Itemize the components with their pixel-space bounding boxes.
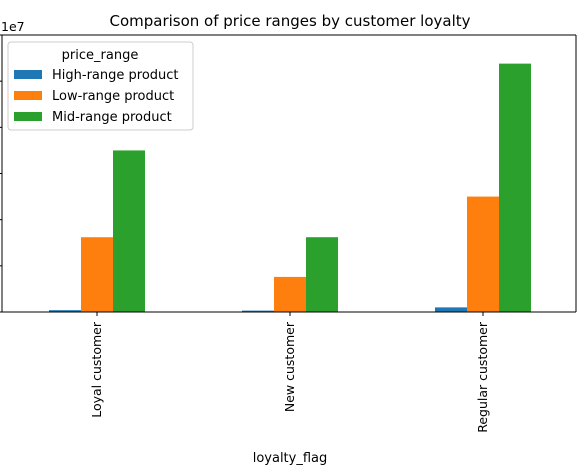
bar-high-range-product-0	[49, 310, 81, 312]
bar-mid-range-product-2	[499, 63, 531, 312]
bar-mid-range-product-0	[113, 150, 145, 312]
bar-high-range-product-2	[435, 307, 467, 312]
bar-low-range-product-0	[81, 237, 113, 312]
x-tick-label-1: New customer	[282, 321, 297, 412]
x-tick-label-0: Loyal customer	[89, 321, 104, 418]
legend: price_range High-range product Low-range …	[7, 41, 194, 131]
bar-high-range-product-1	[242, 310, 274, 312]
legend-title: price_range	[62, 48, 139, 63]
y-offset-text: 1e7	[1, 19, 25, 34]
y-axis-ticks	[0, 34, 2, 313]
plot-area	[1, 34, 577, 313]
x-tick-label-2: Regular customer	[475, 321, 490, 433]
legend-label-2: Mid-range product	[52, 110, 172, 125]
chart-title: Comparison of price ranges by customer l…	[109, 12, 470, 30]
x-axis-ticks: Loyal customer New customer Regular custom…	[89, 312, 490, 433]
legend-swatch-1	[14, 91, 42, 100]
legend-swatch-2	[14, 112, 42, 121]
legend-box	[7, 41, 194, 131]
bar-mid-range-product-1	[306, 237, 338, 312]
legend-swatch-0	[14, 70, 42, 79]
x-axis-label: loyalty_flag	[253, 451, 328, 466]
legend-label-0: High-range product	[52, 68, 179, 83]
legend-label-1: Low-range product	[52, 89, 174, 104]
bar-low-range-product-1	[274, 276, 306, 312]
bar-low-range-product-2	[467, 196, 499, 312]
